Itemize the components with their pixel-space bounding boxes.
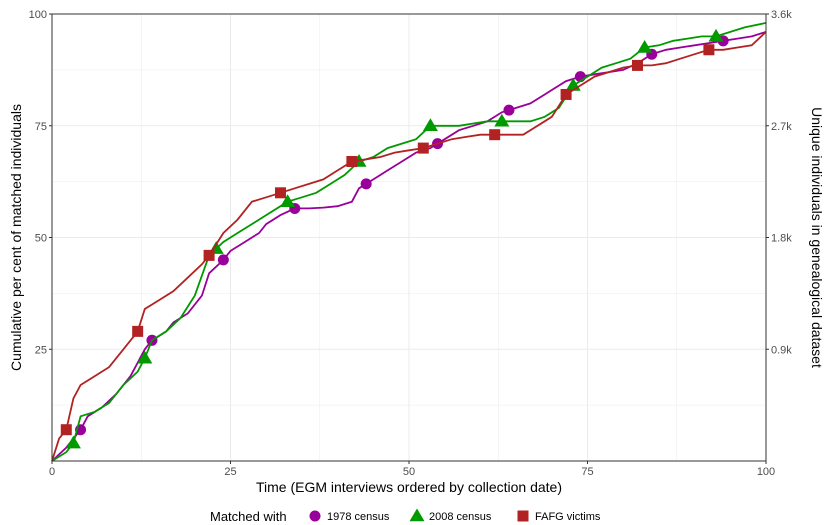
y-tick-label: 50 xyxy=(35,233,47,245)
legend-label: FAFG victims xyxy=(535,511,601,523)
series-marker xyxy=(217,254,229,266)
legend-label: 2008 census xyxy=(429,511,492,523)
series-marker xyxy=(422,118,438,131)
x-tick-label: 75 xyxy=(581,466,593,478)
series-marker xyxy=(703,44,715,56)
series-line xyxy=(51,22,767,462)
y-axis-title: Cumulative per cent of matched individua… xyxy=(8,104,24,371)
y2-tick-label: 0.9k xyxy=(771,344,792,356)
y-tick-label: 75 xyxy=(35,121,47,133)
x-tick-label: 50 xyxy=(403,466,415,478)
series-marker xyxy=(137,350,153,364)
series-marker xyxy=(560,88,572,100)
y-tick-label: 100 xyxy=(29,9,47,21)
series-layer xyxy=(51,22,767,462)
legend-key xyxy=(409,508,425,522)
series-marker xyxy=(503,104,515,116)
series-marker xyxy=(203,249,215,261)
series-marker xyxy=(417,142,429,154)
series-marker xyxy=(65,435,81,449)
legend: Matched with 1978 census 2008 census FAFG … xyxy=(210,508,601,524)
series-marker xyxy=(360,178,372,190)
series-marker xyxy=(494,113,510,127)
series-2008-census xyxy=(51,22,767,462)
series-marker xyxy=(631,59,643,71)
series-marker xyxy=(132,325,144,337)
y2-tick-label: 2.7k xyxy=(771,121,792,133)
x-tick-label: 100 xyxy=(757,466,775,478)
series-marker xyxy=(637,40,653,53)
series-fafg-victims xyxy=(51,31,767,462)
series-marker xyxy=(280,194,296,207)
ticks: 0 25 50 75 100 25 50 75 100 0.9k 1.8k 2.7k 3.6k xyxy=(29,9,793,478)
series-marker xyxy=(489,129,501,141)
legend-label: 1978 census xyxy=(327,511,390,523)
x-tick-label: 25 xyxy=(224,466,236,478)
y2-tick-label: 1.8k xyxy=(771,233,792,245)
y2-axis-title: Unique individuals in genealogical datas… xyxy=(809,107,825,368)
series-marker xyxy=(708,28,724,42)
series-marker xyxy=(274,187,286,199)
legend-key xyxy=(517,510,529,522)
series-marker xyxy=(346,156,358,168)
legend-key xyxy=(309,510,321,522)
y-tick-label: 25 xyxy=(35,344,47,356)
y2-tick-label: 3.6k xyxy=(771,9,792,21)
legend-title: Matched with xyxy=(210,509,287,524)
x-tick-label: 0 xyxy=(49,466,55,478)
series-marker xyxy=(60,424,72,436)
x-axis-title: Time (EGM interviews ordered by collecti… xyxy=(256,479,562,495)
